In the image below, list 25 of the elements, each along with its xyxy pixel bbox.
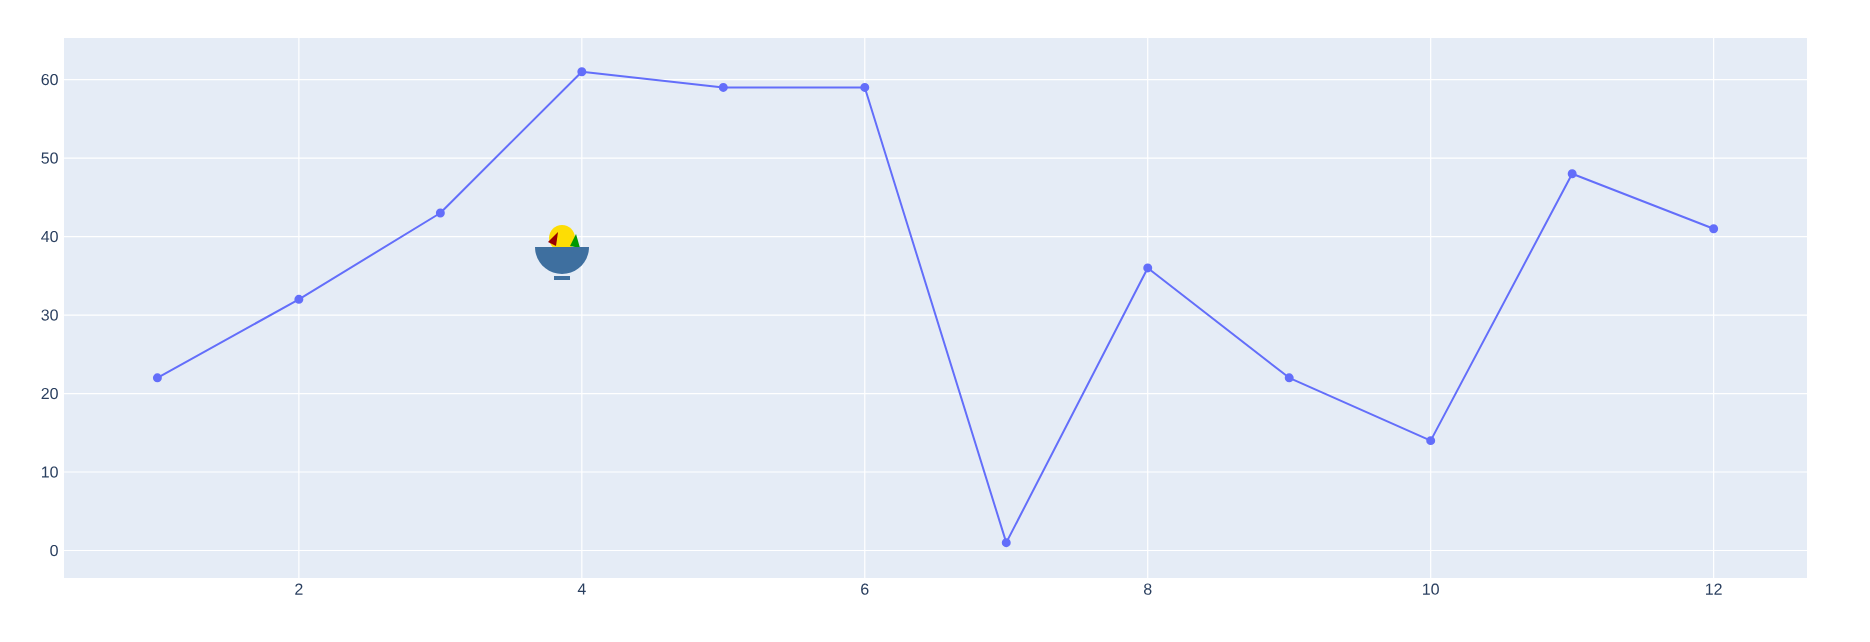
- x-tick-label: 6: [861, 583, 869, 595]
- point: [152, 373, 162, 383]
- y-tick-label: 50: [41, 152, 58, 164]
- x-tick-label: 4: [577, 583, 586, 595]
- x-tick-label: 8: [1143, 583, 1152, 595]
- point: [718, 82, 728, 92]
- point: [1001, 538, 1011, 548]
- y-tick-label: 30: [41, 309, 58, 321]
- point: [1426, 436, 1436, 446]
- point: [1143, 263, 1153, 273]
- point: [577, 67, 587, 77]
- y-tick-label: 40: [41, 230, 58, 243]
- point: [1567, 169, 1577, 179]
- point: [1284, 373, 1294, 383]
- point: [860, 82, 870, 92]
- point: [1709, 224, 1719, 234]
- point: [435, 208, 445, 218]
- x-tick-label: 10: [1423, 583, 1439, 595]
- y-tick-label: 0: [50, 544, 58, 557]
- point: [294, 294, 304, 304]
- x-tick-label: 12: [1706, 583, 1722, 595]
- x-tick-label: 2: [295, 583, 303, 595]
- y-tick-label: 60: [41, 73, 58, 86]
- y-tick-label: 10: [41, 466, 58, 478]
- y-tick-label: 20: [41, 387, 58, 400]
